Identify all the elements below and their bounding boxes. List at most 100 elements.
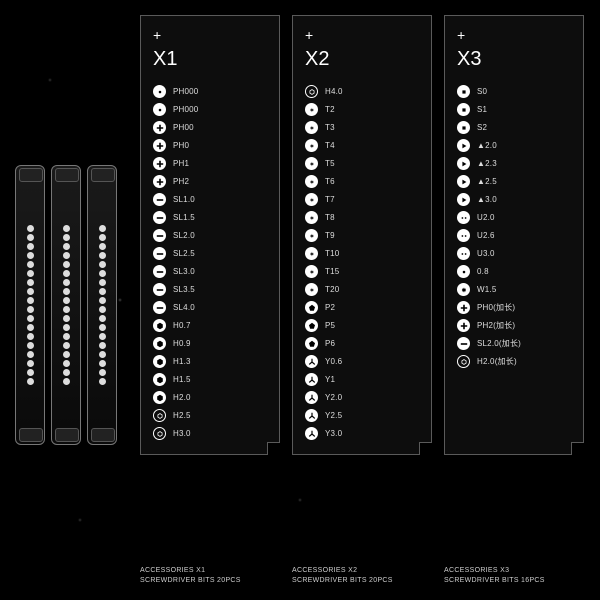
plus-icon: +: [153, 28, 269, 42]
bit-label: SL2.0: [173, 231, 195, 240]
bit-label: H2.0(加长): [477, 356, 517, 367]
bit-label: S2: [477, 123, 487, 132]
tube-dot: [99, 288, 106, 295]
bit-row: 0.8: [457, 265, 573, 278]
item-list: H4.0✶T2✶T3✶T4✶T5✶T6✶T7✶T8✶T9✶T10✶T15✶T20…: [305, 85, 421, 440]
torx-solid-icon: ✶: [305, 103, 318, 116]
u-solid-icon: [457, 211, 470, 224]
bit-row: H1.5: [153, 373, 269, 386]
tube-x1: [15, 165, 45, 445]
bit-label: U2.0: [477, 213, 495, 222]
panel-title: X3: [457, 48, 573, 71]
plus-icon: +: [457, 28, 573, 42]
svg-text:✶: ✶: [309, 125, 314, 132]
tube-dot: [27, 342, 34, 349]
svg-text:✶: ✶: [309, 143, 314, 150]
tube-dot: [63, 225, 70, 232]
bit-label: T6: [325, 177, 335, 186]
hex-ring-icon: [457, 355, 470, 368]
caption-line: ACCESSORIES X2: [292, 566, 432, 576]
bit-label: Y1: [325, 375, 335, 384]
minus-solid-icon: [457, 337, 470, 350]
bit-label: Y3.0: [325, 429, 342, 438]
bit-row: SL3.5: [153, 283, 269, 296]
star-solid-icon: ✱: [457, 283, 470, 296]
bit-row: H1.3: [153, 355, 269, 368]
tube-dot: [27, 306, 34, 313]
caption-line: ACCESSORIES X1: [140, 566, 280, 576]
torx-solid-icon: ✶: [305, 139, 318, 152]
tube-dot: [99, 351, 106, 358]
tube-dot: [27, 324, 34, 331]
bit-label: P2: [325, 303, 335, 312]
dot-solid-icon: [457, 265, 470, 278]
bit-label: T4: [325, 141, 335, 150]
tube-dot: [27, 234, 34, 241]
tube-dot: [63, 288, 70, 295]
svg-text:✶: ✶: [309, 107, 314, 114]
torx-solid-icon: ✶: [305, 193, 318, 206]
bit-label: H3.0: [173, 429, 191, 438]
torx-solid-icon: ✶: [305, 157, 318, 170]
tube-dot: [63, 369, 70, 376]
tube-dot: [63, 261, 70, 268]
bit-row: ✶T10: [305, 247, 421, 260]
tube-dot: [27, 369, 34, 376]
hex-solid-icon: [153, 373, 166, 386]
bit-row: ✶ T5: [305, 157, 421, 170]
hex-ring-icon: [153, 427, 166, 440]
bit-label: H0.9: [173, 339, 191, 348]
hex-solid-icon: [153, 319, 166, 332]
bit-label: Y0.6: [325, 357, 342, 366]
tube-dot: [27, 288, 34, 295]
square-solid-icon: [457, 121, 470, 134]
plus-solid-icon: [153, 157, 166, 170]
bit-label: SL3.5: [173, 285, 195, 294]
bit-row: ✶ T4: [305, 139, 421, 152]
tube-x2: [51, 165, 81, 445]
bit-label: H1.5: [173, 375, 191, 384]
tube-dot: [99, 297, 106, 304]
u-solid-icon: [457, 229, 470, 242]
bit-label: T5: [325, 159, 335, 168]
tube-dot: [27, 378, 34, 385]
bit-label: PH00: [173, 123, 194, 132]
tube-dot: [99, 225, 106, 232]
bit-label: Y2.0: [325, 393, 342, 402]
bit-label: PH000: [173, 87, 198, 96]
tube-dot: [99, 360, 106, 367]
bit-row: PH000: [153, 103, 269, 116]
bit-label: SL4.0: [173, 303, 195, 312]
bit-label: Y2.5: [325, 411, 342, 420]
tube-dot: [99, 333, 106, 340]
panel-title: X1: [153, 48, 269, 71]
bit-row: H2.0(加长): [457, 355, 573, 368]
plus-solid-icon: [153, 121, 166, 134]
tube-dot: [27, 252, 34, 259]
caption-line: SCREWDRIVER BITS 16PCS: [444, 576, 584, 586]
caption-x2: ACCESSORIES X2 SCREWDRIVER BITS 20PCS: [292, 566, 432, 586]
plus-icon: +: [305, 28, 421, 42]
tube-dot: [27, 243, 34, 250]
bit-label: PH0(加长): [477, 302, 515, 313]
bit-row: H3.0: [153, 427, 269, 440]
hex-solid-icon: [153, 337, 166, 350]
minus-solid-icon: [153, 247, 166, 260]
tube-dot: [27, 333, 34, 340]
torx-solid-icon: ✶: [305, 121, 318, 134]
bit-row: SL4.0: [153, 301, 269, 314]
bit-row: Y2.5: [305, 409, 421, 422]
bit-row: SL1.0: [153, 193, 269, 206]
bit-row: PH1: [153, 157, 269, 170]
bit-label: SL2.0(加长): [477, 338, 521, 349]
tube-dot: [27, 297, 34, 304]
penta-solid-icon: [305, 337, 318, 350]
torx-solid-icon: ✶: [305, 247, 318, 260]
bit-label: T20: [325, 285, 339, 294]
bit-row: H2.0: [153, 391, 269, 404]
bit-row: SL1.5: [153, 211, 269, 224]
tube-dot: [99, 315, 106, 322]
bit-row: H4.0: [305, 85, 421, 98]
tube-dot: [99, 342, 106, 349]
bit-row: U2.6: [457, 229, 573, 242]
